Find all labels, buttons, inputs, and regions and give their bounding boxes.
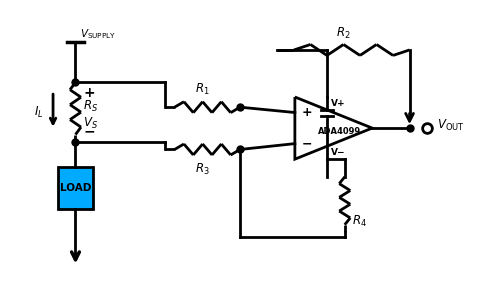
- Text: +: +: [84, 86, 95, 100]
- Text: $V_S$: $V_S$: [84, 116, 98, 131]
- Text: $V_{\mathrm{SUPPLY}}$: $V_{\mathrm{SUPPLY}}$: [80, 27, 116, 40]
- Text: ADA4099: ADA4099: [318, 127, 361, 136]
- Text: V+: V+: [331, 100, 345, 108]
- Text: $R_2$: $R_2$: [336, 26, 351, 41]
- Text: LOAD: LOAD: [60, 183, 91, 193]
- Text: V−: V−: [331, 148, 345, 157]
- Bar: [58, 167, 93, 209]
- Text: $I_L$: $I_L$: [34, 104, 44, 120]
- Text: $R_3$: $R_3$: [196, 162, 210, 177]
- Text: $R_S$: $R_S$: [84, 99, 98, 114]
- Text: −: −: [84, 124, 95, 138]
- Text: $V_{\mathrm{OUT}}$: $V_{\mathrm{OUT}}$: [437, 118, 464, 133]
- Text: $R_4$: $R_4$: [352, 214, 366, 229]
- Text: +: +: [302, 106, 312, 119]
- Text: −: −: [302, 137, 312, 150]
- Text: $R_1$: $R_1$: [196, 82, 210, 97]
